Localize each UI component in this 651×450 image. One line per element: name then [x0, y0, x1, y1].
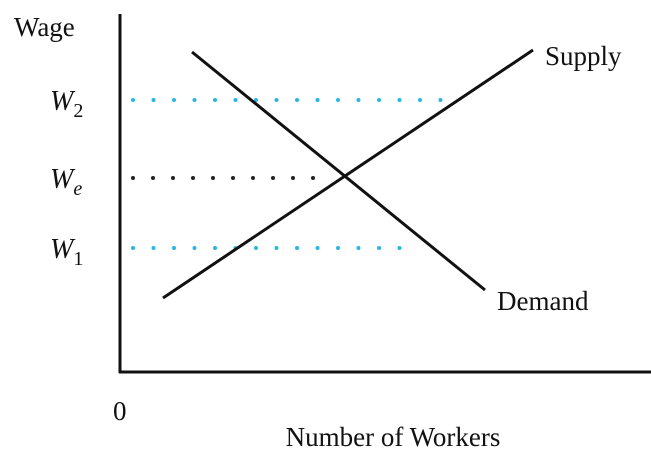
level-main: W: [50, 86, 76, 117]
level-label: W1: [50, 234, 83, 270]
level-sub: e: [73, 178, 82, 200]
demand-label: Demand: [497, 286, 589, 316]
x-axis-label: Number of Workers: [286, 422, 501, 450]
level-main: W: [50, 164, 76, 195]
origin-label: 0: [113, 396, 127, 426]
level-label: W2: [50, 86, 83, 122]
supply-curve: [162, 48, 534, 300]
level-sub: 2: [73, 100, 83, 122]
demand-curve: [191, 50, 486, 292]
y-axis-label: Wage: [14, 12, 75, 42]
level-label: We: [50, 164, 82, 200]
supply-label: Supply: [545, 41, 622, 71]
level-sub: 1: [73, 248, 83, 270]
level-main: W: [50, 234, 76, 265]
